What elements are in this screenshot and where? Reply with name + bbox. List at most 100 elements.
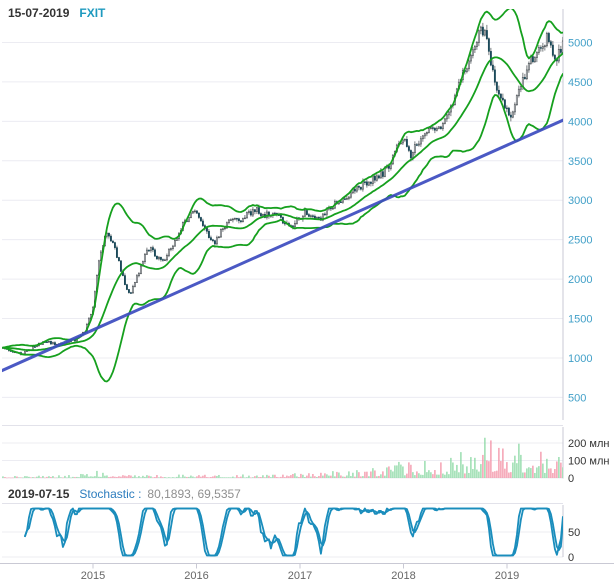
candlestick — [377, 175, 380, 179]
volume-bar — [524, 472, 526, 478]
candlestick — [487, 38, 490, 52]
candlestick — [24, 351, 26, 355]
volume-bar — [10, 477, 12, 479]
volume-bar — [226, 477, 228, 478]
candlestick — [189, 212, 192, 218]
volume-bar — [242, 474, 244, 478]
candlestick — [415, 144, 418, 146]
candlestick — [227, 219, 230, 224]
price-axis-label: 1500 — [568, 314, 592, 326]
volume-bar — [132, 476, 134, 478]
volume-bar — [468, 472, 470, 478]
candlestick — [535, 52, 538, 58]
volume-bar — [412, 472, 414, 478]
candlestick — [223, 227, 226, 230]
volume-bar — [38, 475, 40, 478]
stochastic-indicator-label[interactable]: Stochastic : — [79, 487, 142, 501]
candlestick — [265, 211, 268, 218]
candlestick — [559, 48, 562, 53]
volume-bar — [14, 475, 16, 478]
candlestick — [531, 56, 534, 63]
candlestick — [443, 118, 446, 124]
volume-bar — [18, 477, 20, 478]
volume-bar — [114, 476, 116, 478]
candlestick — [447, 111, 450, 116]
candlestick — [149, 247, 152, 251]
stochastic-values: 80,1893, 69,5357 — [147, 487, 241, 501]
volume-bar — [230, 477, 232, 478]
price-panel[interactable] — [2, 8, 564, 383]
candlestick — [505, 107, 508, 110]
volume-bar — [238, 477, 240, 478]
volume-bar — [4, 477, 6, 478]
volume-bar — [302, 474, 304, 478]
price-axis-label: 4500 — [568, 77, 592, 89]
candlestick — [495, 81, 498, 91]
volume-bar — [160, 476, 162, 478]
volume-bar — [34, 477, 36, 478]
candlestick — [311, 215, 314, 217]
volume-bar — [264, 477, 266, 478]
volume-bar — [142, 475, 144, 478]
ticker-symbol[interactable]: FXIT — [79, 6, 106, 20]
volume-bar — [260, 477, 262, 478]
volume-bar — [30, 477, 32, 478]
candlestick — [253, 209, 256, 212]
candlestick — [133, 282, 136, 287]
candlestick — [381, 171, 384, 177]
candlestick — [471, 49, 474, 56]
volume-bar — [328, 475, 330, 478]
volume-bar — [128, 475, 130, 478]
candlestick — [379, 171, 382, 179]
volume-bar — [256, 475, 258, 478]
volume-bar — [534, 472, 536, 478]
volume-axis-label: 0 — [568, 473, 574, 485]
volume-bar — [164, 477, 166, 478]
volume-bar — [406, 473, 408, 478]
volume-bar — [336, 471, 338, 478]
volume-bar — [368, 476, 370, 478]
candlestick — [139, 265, 142, 274]
candlestick — [517, 88, 520, 96]
candlestick — [511, 111, 514, 118]
volume-bar — [350, 475, 352, 478]
stochastic-panel[interactable] — [24, 507, 563, 557]
volume-bar — [478, 471, 480, 478]
volume-bar — [250, 477, 252, 479]
candlestick — [153, 249, 156, 257]
candlestick — [259, 213, 262, 217]
candlestick — [273, 212, 276, 215]
candlestick — [533, 57, 536, 63]
candlestick — [175, 238, 178, 241]
volume-bar — [100, 476, 102, 478]
volume-bar — [118, 476, 120, 478]
candlestick — [207, 230, 210, 238]
volume-bar — [272, 474, 274, 478]
candlestick — [413, 144, 416, 153]
volume-bar — [378, 475, 380, 478]
candlestick — [157, 257, 160, 260]
candlestick — [493, 69, 496, 83]
volume-bar — [80, 473, 82, 478]
volume-bar — [486, 460, 488, 478]
volume-panel[interactable] — [2, 437, 563, 479]
candlestick — [195, 210, 198, 214]
volume-bar — [92, 476, 94, 478]
volume-bar — [516, 463, 518, 478]
candlestick — [473, 46, 476, 51]
volume-bar — [6, 477, 8, 479]
volume-bar — [528, 467, 530, 478]
volume-bar — [62, 477, 64, 479]
year-axis-label: 2017 — [288, 570, 312, 582]
candlestick — [423, 133, 426, 137]
volume-bar — [332, 471, 334, 478]
candlestick — [125, 284, 128, 290]
volume-bar — [456, 464, 458, 478]
volume-bar — [152, 477, 154, 478]
volume-bar — [182, 474, 184, 478]
volume-bar — [512, 462, 514, 478]
candlestick — [261, 213, 264, 217]
volume-bar — [112, 476, 114, 478]
